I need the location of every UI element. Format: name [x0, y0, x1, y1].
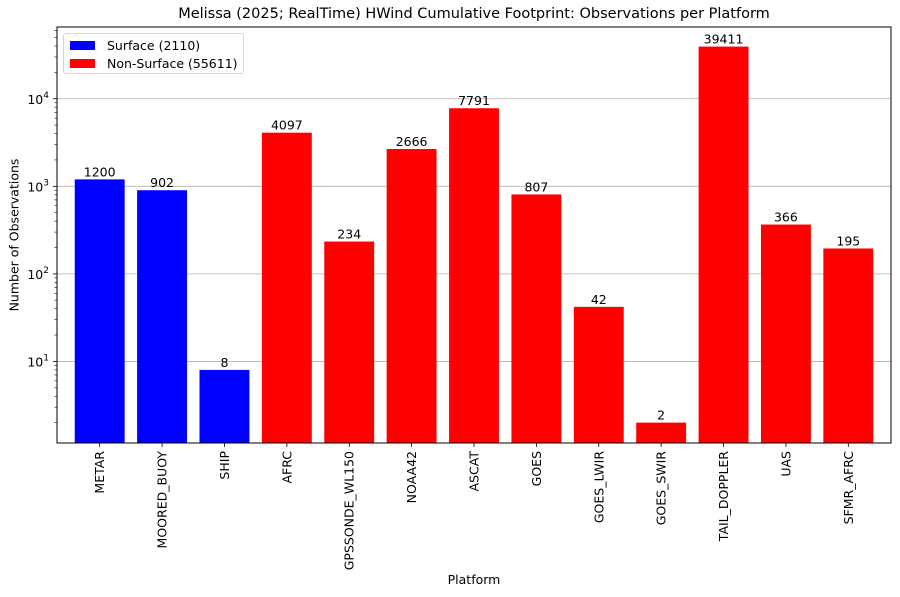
x-tick-label: MOORED_BUOY: [155, 451, 170, 549]
y-axis: 101 102 103 104: [27, 30, 57, 423]
legend-swatch-surface: [70, 41, 95, 50]
x-tick-label: ASCAT: [467, 451, 482, 492]
bar-value-label: 1200: [84, 164, 116, 179]
legend-item-surface: Surface (2110): [70, 38, 200, 53]
bar-value-label: 39411: [704, 32, 744, 47]
x-tick-label: GPSSONDE_WL150: [342, 451, 357, 570]
x-tick-label: NOAA42: [404, 451, 419, 503]
y-tick-label: 102: [27, 266, 49, 282]
bar-value-label: 42: [591, 292, 607, 307]
bar-ascat: [449, 108, 499, 443]
bar-value-label: 366: [774, 210, 798, 225]
bar-moored-buoy: [137, 190, 188, 443]
bar-tail-doppler: [698, 46, 749, 443]
x-axis-label: Platform: [447, 572, 501, 587]
bar-value-label: 4097: [271, 118, 303, 133]
bar-afrc: [261, 132, 312, 444]
bar-value-label: 807: [524, 179, 548, 194]
x-axis: METAR MOORED_BUOY SHIP AFRC GPSSONDE_WL150 NO…: [92, 443, 856, 570]
x-tick-label: GOES_LWIR: [591, 451, 606, 523]
bar-value-label: 7791: [458, 93, 490, 108]
x-tick-label: TAIL_DOPPLER: [716, 451, 731, 543]
bar-value-label: 234: [337, 227, 361, 242]
x-tick-label: SHIP: [217, 451, 232, 480]
bar-gpssonde-wl150: [324, 241, 375, 443]
legend-label-surface: Surface (2110): [107, 38, 201, 53]
bar-uas: [760, 224, 811, 443]
y-tick-label: 101: [27, 353, 49, 369]
bar-sfmr-afrc: [823, 248, 874, 443]
bar-metar: [74, 179, 125, 444]
legend-swatch-non-surface: [70, 59, 95, 68]
bar-value-label: 2: [657, 408, 665, 423]
bar-noaa42: [386, 149, 437, 444]
bar-value-label: 2666: [396, 134, 428, 149]
bar-goes-swir: [636, 422, 687, 443]
y-tick-label: 103: [27, 178, 49, 194]
x-tick-label: METAR: [92, 451, 107, 494]
y-axis-label: Number of Observations: [6, 158, 22, 312]
chart-title: Melissa (2025; RealTime) HWind Cumulativ…: [178, 6, 770, 22]
bar-value-label: 8: [220, 355, 228, 370]
x-tick-label: AFRC: [279, 451, 294, 484]
x-tick-label: GOES_SWIR: [654, 451, 669, 526]
x-tick-label: UAS: [778, 451, 793, 477]
bar-goes-lwir: [573, 306, 624, 443]
bar-value-labels: 1200 902 8 4097 234 2666 7791 807 42 2 39411 366 195: [84, 32, 860, 423]
bar-ship: [199, 369, 250, 443]
x-tick-label: SFMR_AFRC: [841, 451, 856, 525]
x-tick-label: GOES: [529, 451, 544, 486]
y-tick-label: 104: [27, 91, 49, 107]
legend: Surface (2110) Non-Surface (55611): [63, 33, 244, 74]
bar-goes: [511, 194, 562, 443]
bars: [74, 46, 874, 444]
bar-value-label: 195: [836, 233, 860, 248]
legend-item-non-surface: Non-Surface (55611): [70, 56, 238, 71]
legend-label-non-surface: Non-Surface (55611): [107, 56, 238, 71]
bar-value-label: 902: [150, 175, 174, 190]
